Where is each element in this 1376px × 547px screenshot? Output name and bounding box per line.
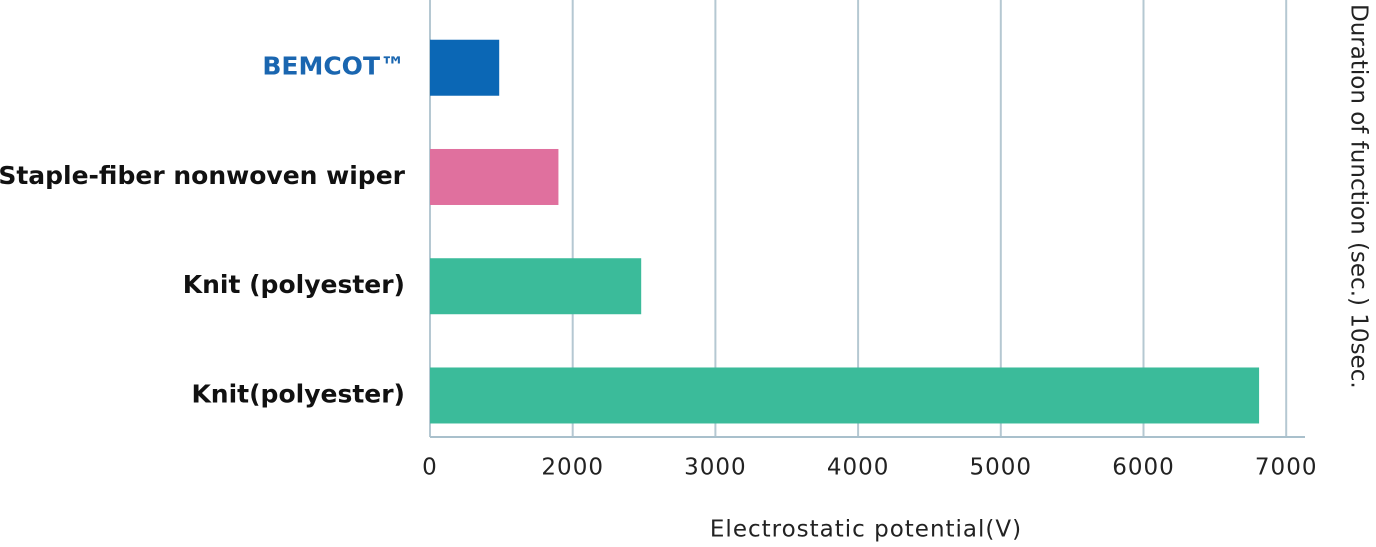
- category-label: Knit (polyester): [183, 270, 405, 299]
- bar: [430, 39, 500, 96]
- x-tick-label: 4000: [827, 455, 890, 481]
- bar: [430, 148, 559, 205]
- bar: [430, 367, 1260, 424]
- x-axis-label: Electrostatic potential(V): [710, 517, 1022, 543]
- annotation: Duration of function (sec.) 10sec.: [1346, 4, 1372, 389]
- x-tick-label: 5000: [970, 455, 1033, 481]
- category-label: BEMCOT™: [262, 52, 405, 81]
- x-tick-label: 0: [422, 455, 438, 481]
- x-tick-label: 6000: [1112, 455, 1175, 481]
- x-tick-label: 3000: [684, 455, 747, 481]
- x-tick-label: 2000: [541, 455, 604, 481]
- category-label: Knit(polyester): [191, 379, 405, 408]
- bar: [430, 258, 642, 315]
- category-label: Staple-fiber nonwoven wiper: [0, 161, 406, 190]
- x-tick-label: 7000: [1255, 455, 1318, 481]
